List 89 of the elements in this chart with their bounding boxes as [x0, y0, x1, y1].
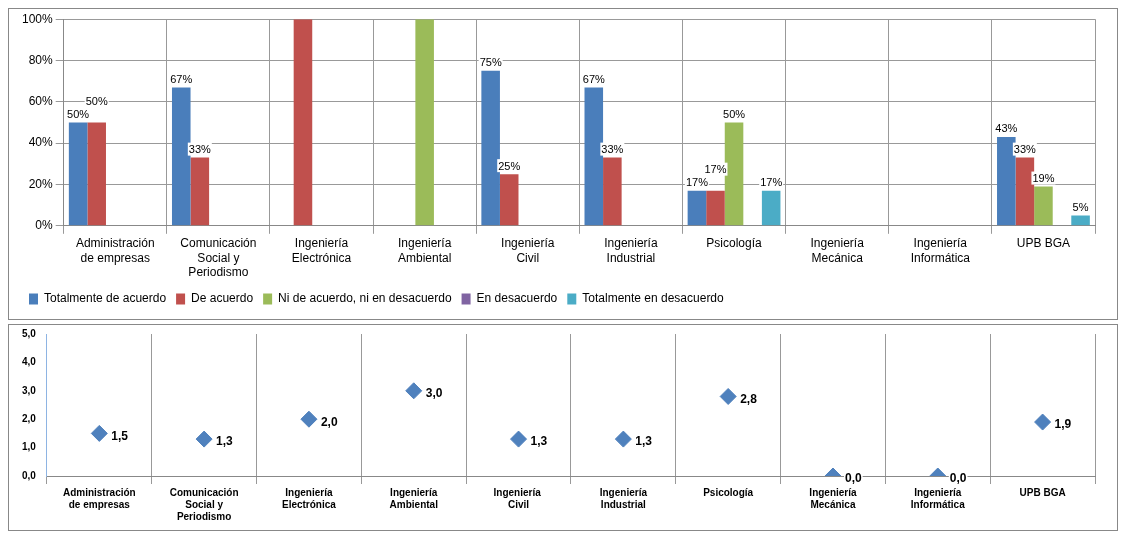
y-tick-label: 0,0	[22, 469, 37, 481]
data-label: 17%	[685, 176, 709, 189]
bar	[415, 19, 434, 226]
point	[405, 382, 423, 400]
data-label: 67%	[170, 72, 193, 85]
x-tick-label: Administración de empresas	[75, 236, 155, 265]
y-tick-label: 100%	[21, 11, 54, 26]
bar	[687, 190, 707, 226]
data-label: 67%	[582, 72, 606, 85]
x-tick-label: Ingeniería Electrónica	[291, 236, 352, 265]
bar	[1034, 186, 1053, 226]
data-label: 43%	[995, 122, 1018, 135]
data-label: 2,0	[320, 414, 338, 429]
data-label: 75%	[479, 56, 502, 69]
x-tick-label: Ingeniería Mecánica	[810, 236, 865, 265]
y-tick-label: 4,0	[22, 356, 37, 368]
legend-label: De acuerdo	[191, 291, 254, 306]
point	[195, 430, 213, 448]
bar	[68, 122, 88, 226]
bar	[171, 87, 191, 226]
data-label: 19%	[1032, 172, 1055, 185]
data-label: 2,8	[740, 391, 758, 406]
bar	[603, 157, 622, 226]
data-label: 50%	[67, 108, 90, 121]
bar	[1015, 157, 1035, 226]
legend-label: Totalmente en desacuerdo	[582, 291, 725, 306]
x-tick-label: Ingeniería Industrial	[604, 236, 658, 265]
y-tick-label: 2,0	[22, 412, 37, 424]
data-label: 1,3	[635, 434, 653, 449]
x-tick-label: Psicología	[703, 486, 754, 498]
x-tick-label: Ingeniería Informática	[910, 236, 971, 265]
bar	[724, 122, 744, 226]
bar	[761, 190, 781, 226]
point	[300, 410, 318, 428]
data-label: 5%	[1072, 201, 1089, 213]
data-label: 25%	[498, 159, 521, 172]
x-tick-label: Ingeniería Ambiental	[389, 486, 439, 510]
bar	[1071, 215, 1090, 226]
bar	[997, 136, 1016, 226]
y-tick-label: 5,0	[22, 327, 37, 339]
data-label: 17%	[760, 176, 783, 189]
x-tick-label: Comunicación Social y Periodismo	[169, 486, 239, 522]
bar	[190, 157, 210, 226]
legend-label: Totalmente de acuerdo	[44, 291, 167, 306]
bar	[499, 174, 519, 226]
x-tick-label: Ingeniería Civil	[501, 236, 555, 265]
y-tick-label: 0%	[35, 218, 54, 233]
y-tick-label: 60%	[28, 94, 54, 109]
data-label: 1,9	[1054, 417, 1072, 432]
bar	[293, 19, 313, 226]
bar	[706, 190, 725, 226]
data-label: 1,3	[530, 434, 548, 449]
x-tick-label: Ingeniería Civil	[493, 486, 544, 510]
data-label: 33%	[1013, 143, 1037, 156]
x-tick-label: Ingeniería Informática	[910, 486, 966, 510]
point	[1034, 413, 1052, 431]
y-tick-label: 3,0	[22, 384, 37, 396]
data-label: 33%	[188, 143, 212, 156]
x-tick-label: Ingeniería Mecánica	[809, 486, 858, 510]
x-tick-label: UPB BGA	[1016, 236, 1071, 251]
data-label: 0,0	[844, 471, 862, 486]
point	[719, 387, 737, 405]
legend-label: En desacuerdo	[476, 291, 558, 306]
legend-label: Ni de acuerdo, ni en desacuerdo	[278, 291, 452, 306]
x-tick-label: UPB BGA	[1019, 486, 1066, 498]
x-tick-label: Ingeniería Ambiental	[397, 236, 452, 265]
data-label: 50%	[85, 95, 108, 108]
data-label: 50%	[723, 108, 746, 121]
point	[614, 430, 632, 448]
y-tick-label: 40%	[28, 135, 54, 150]
x-tick-label: Comunicación Social y Periodismo	[180, 236, 257, 280]
bar	[481, 70, 500, 226]
data-label: 3,0	[425, 386, 443, 401]
point	[90, 424, 108, 442]
data-label: 33%	[601, 143, 624, 156]
y-tick-label: 80%	[28, 52, 54, 67]
bar	[87, 122, 106, 226]
y-tick-label: 20%	[28, 176, 54, 191]
x-tick-label: Ingeniería Industrial	[599, 486, 648, 510]
data-label: 17%	[704, 163, 727, 176]
point	[510, 430, 528, 448]
data-label: 1,5	[111, 428, 129, 443]
bar	[584, 87, 604, 226]
x-tick-label: Ingeniería Electrónica	[281, 486, 337, 510]
data-label: 1,3	[216, 434, 234, 449]
x-tick-label: Psicología	[706, 236, 763, 251]
y-tick-label: 1,0	[22, 441, 37, 453]
data-label: 0,0	[949, 471, 967, 486]
x-tick-label: Administración de empresas	[62, 486, 136, 510]
